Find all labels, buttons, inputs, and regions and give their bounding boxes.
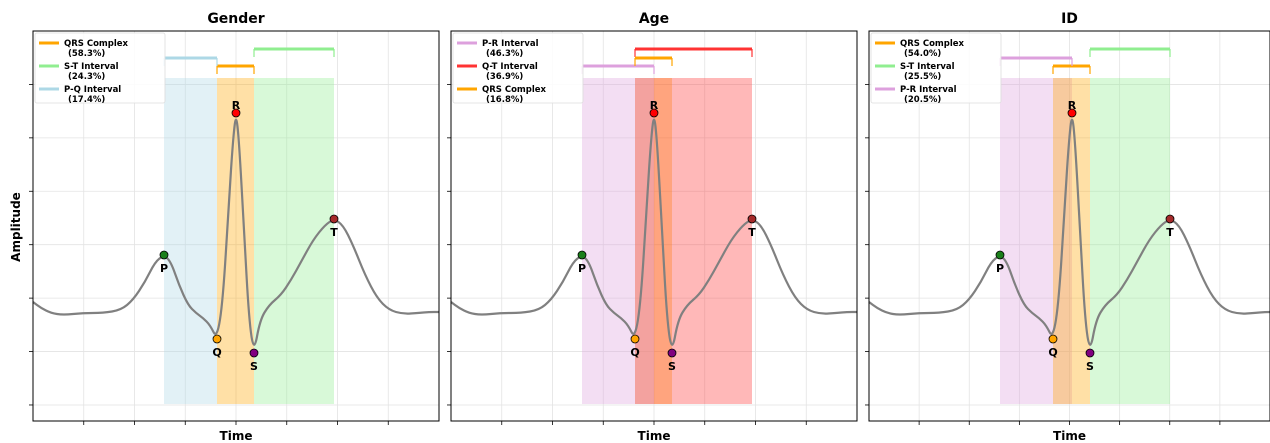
ecg-trace bbox=[450, 118, 857, 346]
legend-item-name: S-T Interval bbox=[900, 62, 955, 72]
panel-title: ID bbox=[1061, 11, 1078, 27]
legend-item-pct: (54.0%) bbox=[904, 49, 941, 59]
panel-age: P Q R S T P-R Interval(46.3%) Q-T Interval(36.… bbox=[447, 11, 858, 443]
wave-marker-p bbox=[995, 250, 1005, 260]
wave-marker-t bbox=[747, 214, 757, 224]
wave-label-p: P bbox=[996, 262, 1004, 275]
legend-item-pct: (25.5%) bbox=[904, 72, 941, 82]
wave-marker-p bbox=[159, 250, 169, 260]
legend-item-pct: (24.3%) bbox=[68, 72, 105, 82]
legend: QRS Complex(54.0%) S-T Interval(25.5%) P-R… bbox=[870, 32, 1002, 105]
interval-shade bbox=[582, 78, 654, 404]
interval-shade bbox=[254, 78, 334, 404]
wave-label-p: P bbox=[578, 262, 586, 275]
wave-marker-s bbox=[667, 348, 677, 358]
wave-label-q: Q bbox=[1048, 346, 1057, 359]
legend-item-pct: (46.3%) bbox=[486, 49, 523, 59]
x-axis-label: Time bbox=[220, 429, 253, 443]
wave-label-p: P bbox=[160, 262, 168, 275]
legend-box bbox=[452, 32, 584, 104]
wave-label-q: Q bbox=[212, 346, 221, 359]
wave-marker-q bbox=[212, 334, 222, 344]
ecg-trace bbox=[32, 118, 439, 346]
wave-label-r: R bbox=[232, 99, 241, 112]
interval-bracket bbox=[163, 56, 218, 66]
interval-shade bbox=[1000, 78, 1072, 404]
wave-label-q: Q bbox=[630, 346, 639, 359]
figure-ylabel: Amplitude bbox=[9, 192, 23, 262]
ecg-trace bbox=[868, 118, 1270, 346]
wave-label-s: S bbox=[250, 360, 258, 373]
legend-item-pct: (16.8%) bbox=[486, 95, 523, 105]
interval-bracket bbox=[1052, 64, 1091, 74]
interval-shade bbox=[1053, 78, 1090, 404]
x-axis-label: Time bbox=[1053, 429, 1086, 443]
wave-label-t: T bbox=[330, 226, 338, 239]
interval-bracket bbox=[634, 56, 673, 66]
panel-gender: P Q R S T QRS Complex(58.3%) S-T Interval(24.3… bbox=[29, 11, 440, 443]
legend-item-pct: (58.3%) bbox=[68, 49, 105, 59]
wave-marker-t bbox=[329, 214, 339, 224]
wave-label-t: T bbox=[748, 226, 756, 239]
legend-item-name: P-R Interval bbox=[900, 85, 957, 95]
legend-item-pct: (20.5%) bbox=[904, 95, 941, 105]
interval-bracket bbox=[216, 64, 255, 74]
interval-shade bbox=[1090, 78, 1170, 404]
wave-marker-r bbox=[231, 108, 241, 118]
legend-item-name: S-T Interval bbox=[64, 62, 119, 72]
panel-id: P Q R S T QRS Complex(54.0%) S-T Interval(25.5… bbox=[865, 11, 1270, 443]
panel-title: Age bbox=[639, 11, 669, 27]
legend-item-name: QRS Complex bbox=[900, 39, 965, 49]
interval-bracket bbox=[253, 47, 335, 57]
wave-label-s: S bbox=[668, 360, 676, 373]
wave-label-r: R bbox=[1068, 99, 1077, 112]
legend-item-pct: (17.4%) bbox=[68, 95, 105, 105]
legend: P-R Interval(46.3%) Q-T Interval(36.9%) QR… bbox=[452, 32, 584, 105]
legend-item-name: P-Q Interval bbox=[64, 85, 121, 95]
wave-marker-t bbox=[1165, 214, 1175, 224]
wave-label-r: R bbox=[650, 99, 659, 112]
legend-item-name: P-R Interval bbox=[482, 39, 539, 49]
wave-marker-p bbox=[577, 250, 587, 260]
legend-box bbox=[34, 32, 166, 104]
legend-item-name: Q-T Interval bbox=[482, 62, 538, 72]
legend: QRS Complex(58.3%) S-T Interval(24.3%) P-Q… bbox=[34, 32, 166, 105]
legend-item-name: QRS Complex bbox=[482, 85, 547, 95]
interval-bracket bbox=[634, 47, 753, 57]
wave-marker-q bbox=[1048, 334, 1058, 344]
wave-marker-s bbox=[1085, 348, 1095, 358]
legend-item-name: QRS Complex bbox=[64, 39, 129, 49]
wave-label-t: T bbox=[1166, 226, 1174, 239]
interval-bracket bbox=[581, 64, 655, 74]
wave-marker-q bbox=[630, 334, 640, 344]
interval-bracket bbox=[1089, 47, 1171, 57]
x-axis-label: Time bbox=[638, 429, 671, 443]
panel-title: Gender bbox=[207, 11, 264, 27]
interval-shade bbox=[635, 78, 752, 404]
wave-label-s: S bbox=[1086, 360, 1094, 373]
interval-shade bbox=[217, 78, 254, 404]
legend-box bbox=[870, 32, 1002, 104]
wave-marker-r bbox=[1067, 108, 1077, 118]
wave-marker-r bbox=[649, 108, 659, 118]
interval-shade bbox=[635, 78, 672, 404]
interval-shade bbox=[164, 78, 217, 404]
wave-marker-s bbox=[249, 348, 259, 358]
legend-item-pct: (36.9%) bbox=[486, 72, 523, 82]
